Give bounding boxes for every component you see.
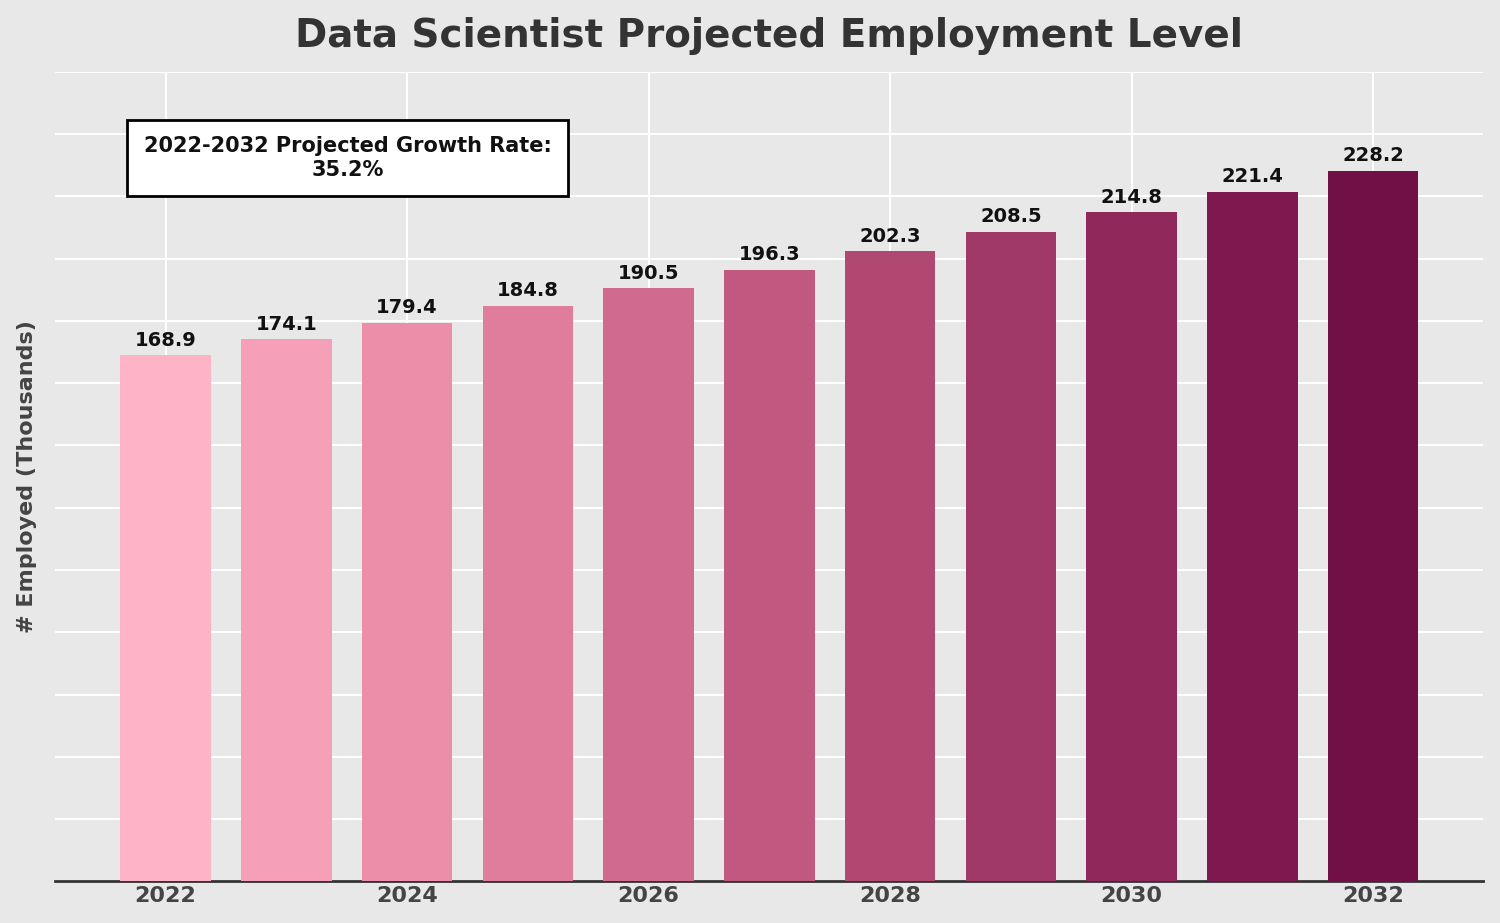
Text: 179.4: 179.4 [376,298,438,318]
Text: 214.8: 214.8 [1101,188,1162,207]
Bar [603,288,694,881]
Bar [724,270,815,881]
Text: 221.4: 221.4 [1221,167,1284,186]
Y-axis label: # Employed (Thousands): # Employed (Thousands) [16,320,36,633]
Text: 190.5: 190.5 [618,264,680,282]
Bar [1208,192,1298,881]
Text: 174.1: 174.1 [255,315,316,333]
Text: 168.9: 168.9 [135,330,196,350]
Text: 196.3: 196.3 [738,246,800,265]
Bar [120,355,211,881]
Text: 184.8: 184.8 [496,282,560,300]
Title: Data Scientist Projected Employment Level: Data Scientist Projected Employment Leve… [296,17,1244,54]
Bar [483,306,573,881]
Bar [242,340,332,881]
Bar [362,323,453,881]
Bar [844,251,936,881]
Text: 228.2: 228.2 [1342,146,1404,165]
Bar [966,232,1056,881]
Text: 202.3: 202.3 [859,227,921,246]
Bar [1328,171,1419,881]
Text: 208.5: 208.5 [980,208,1041,226]
Bar [1086,212,1178,881]
Text: 2022-2032 Projected Growth Rate:
35.2%: 2022-2032 Projected Growth Rate: 35.2% [144,137,552,180]
